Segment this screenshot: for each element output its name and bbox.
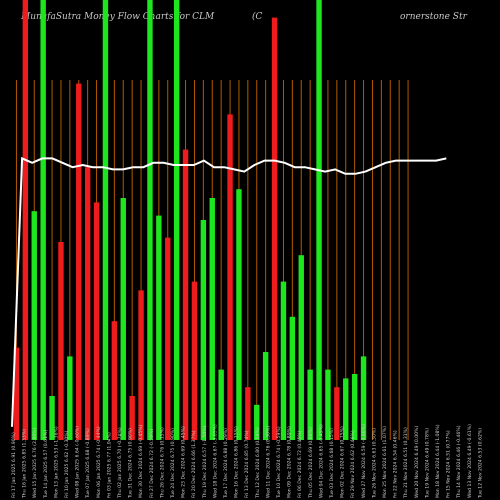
bar-green xyxy=(307,369,313,440)
bar-green xyxy=(173,0,180,440)
x-tick-label: Wed 15 Jan 2025 6.76 (2.89%) xyxy=(32,427,38,498)
x-tick-label: Mon 06 Jan 2025 6.74 (-0.44%) xyxy=(96,426,102,498)
bar-red xyxy=(76,83,82,440)
x-tick-label: Tue 26 Nov 2024 6.63 (0.30%) xyxy=(371,428,377,499)
x-tick-label: Mon 25 Nov 2024 6.61 (1.07%) xyxy=(382,426,388,498)
x-tick-label: Fri 29 Nov 2024 6.62 (0.46%) xyxy=(350,430,356,498)
bar-red xyxy=(84,167,91,440)
x-tick-label: Wed 18 Dec 2024 6.67 (-3.05%) xyxy=(212,424,218,498)
bar-red xyxy=(165,237,171,440)
bar-green xyxy=(289,316,296,440)
bar-red xyxy=(93,202,100,440)
x-tick-label: Thu 12 Dec 2024 6.80 (0.59%) xyxy=(255,427,261,499)
x-tick-label: Fri 10 Jan 2025 6.62 (-0.30%) xyxy=(64,430,70,498)
x-tick-label: Thu 14 Nov 2024 6.46 (-0.46%) xyxy=(456,425,462,499)
x-tick-label: Thu 05 Dec 2024 6.69 (0.60%) xyxy=(308,427,314,499)
x-tick-label: Fri 27 Dec 2024 6.72 (-0.59%) xyxy=(149,429,155,498)
x-tick-label: Mon 09 Dec 2024 6.78 (0.89%) xyxy=(287,426,293,498)
x-tick-label: Fri 22 Nov 2024 6.54 (0.46%) xyxy=(393,430,399,498)
x-tick-label: Mon 23 Dec 2024 6.69 (0.45%) xyxy=(181,426,187,498)
x-tick-label: Tue 10 Dec 2024 6.74 (-0.59%) xyxy=(276,426,282,499)
x-tick-label: Fri 17 Jan 2025 6.91 (0.90%) xyxy=(11,432,17,498)
x-tick-label: Tue 03 Dec 2024 6.68 (0.15%) xyxy=(329,428,335,499)
bar-green xyxy=(209,198,215,440)
bar-red xyxy=(182,149,189,440)
x-tick-label: Thu 19 Dec 2024 6.57 (-1.50%) xyxy=(202,425,208,499)
bar-red xyxy=(191,281,198,440)
bar-green xyxy=(298,255,304,440)
bar-green xyxy=(218,369,224,440)
bar-green xyxy=(343,378,349,440)
x-tick-label: Mon 13 Jan 2025 6.53 (-1.36%) xyxy=(53,426,59,498)
bar-red xyxy=(138,290,144,440)
bar-green xyxy=(280,281,287,440)
x-tick-label: Tue 31 Dec 2024 6.75 (0.90%) xyxy=(128,428,134,499)
bar-red xyxy=(58,242,64,440)
bar-green xyxy=(254,404,260,440)
bar-green xyxy=(236,189,242,440)
bar-green xyxy=(360,356,367,440)
money-flow-line xyxy=(11,156,447,427)
x-tick-label: Wed 08 Jan 2025 6.64 (-0.60%) xyxy=(75,426,81,498)
x-tick-label: Thu 21 Nov 2024 6.51 (0.31%) xyxy=(403,427,409,499)
bar-green xyxy=(67,356,73,440)
bar-red xyxy=(111,321,118,440)
x-tick-label: Tue 07 Jan 2025 6.68 (-0.89%) xyxy=(85,428,91,499)
bar-green xyxy=(102,0,109,440)
bar-red xyxy=(245,387,251,440)
bar-green xyxy=(262,352,269,440)
bar-green xyxy=(120,198,126,440)
x-tick-label: Fri 06 Dec 2024 6.72 (0.45%) xyxy=(297,430,303,498)
chart-title-ticker: (C xyxy=(252,12,263,22)
x-tick-label: Wed 11 Dec 2024 6.76 (0.30%) xyxy=(265,426,271,498)
x-tick-label: Fri 03 Jan 2025 6.77 (1.04%) xyxy=(106,432,112,498)
bar-green xyxy=(49,396,55,440)
x-tick-label: Fri 20 Dec 2024 6.66 (1.37%) xyxy=(191,430,197,498)
x-tick-label: Fri 15 Nov 2024 6.51 (0.77%) xyxy=(446,430,452,498)
chart-title-company: ornerstone Str xyxy=(400,12,467,22)
bar-red xyxy=(13,347,20,440)
x-tick-label: Thu 26 Dec 2024 6.76 (0.15%) xyxy=(159,427,165,499)
bar-red xyxy=(22,0,29,440)
bar-red xyxy=(227,114,233,441)
bar-green xyxy=(325,369,331,440)
bar-green xyxy=(31,211,37,440)
bar-red xyxy=(334,387,340,440)
chart-title: MunafaSutra Money Flow Charts for CLM xyxy=(21,12,215,22)
bar-green xyxy=(147,0,153,440)
bar-green xyxy=(156,215,162,440)
bar-green xyxy=(316,0,322,440)
x-tick-label: Wed 27 Nov 2024 6.59 (-0.60%) xyxy=(361,424,367,498)
x-tick-label: Wed 13 Nov 2024 6.49 (-0.61%) xyxy=(467,424,473,498)
x-tick-label: Mon 30 Dec 2024 6.69 (-0.45%) xyxy=(138,424,144,498)
x-tick-label: Wed 20 Nov 2024 6.49 (0.00%) xyxy=(414,426,420,498)
x-tick-label: Tue 24 Dec 2024 6.75 (0.90%) xyxy=(170,428,176,499)
x-tick-label: Tue 17 Dec 2024 6.88 (0.29%) xyxy=(223,428,229,499)
x-tick-label: Tue 14 Jan 2025 6.57 (0.61%) xyxy=(43,430,49,499)
x-tick-label: Wed 04 Dec 2024 6.65 (-0.45%) xyxy=(318,424,324,498)
bar-red xyxy=(271,17,278,440)
x-tick-label: Tue 12 Nov 2024 6.53 (0.62%) xyxy=(477,428,483,499)
bar-green xyxy=(40,0,46,440)
x-tick-label: Mon 18 Nov 2024 6.44 (-1.08%) xyxy=(435,424,441,498)
x-tick-label: Thu 02 Jan 2025 6.70 (-0.74%) xyxy=(117,427,123,499)
x-tick-label: Thu 16 Jan 2025 6.85 (1.33%) xyxy=(22,429,28,499)
x-tick-label: Fri 13 Dec 2024 6.85 (0.74%) xyxy=(244,430,250,498)
x-tick-label: Mon 02 Dec 2024 6.67 (0.75%) xyxy=(340,426,346,498)
bar-red xyxy=(129,396,135,440)
x-tick-label: Mon 16 Dec 2024 6.86 (0.15%) xyxy=(234,426,240,498)
bar-green xyxy=(351,374,358,440)
bar-green xyxy=(200,220,207,440)
x-tick-label: Tue 19 Nov 2024 6.49 (0.78%) xyxy=(424,428,430,499)
